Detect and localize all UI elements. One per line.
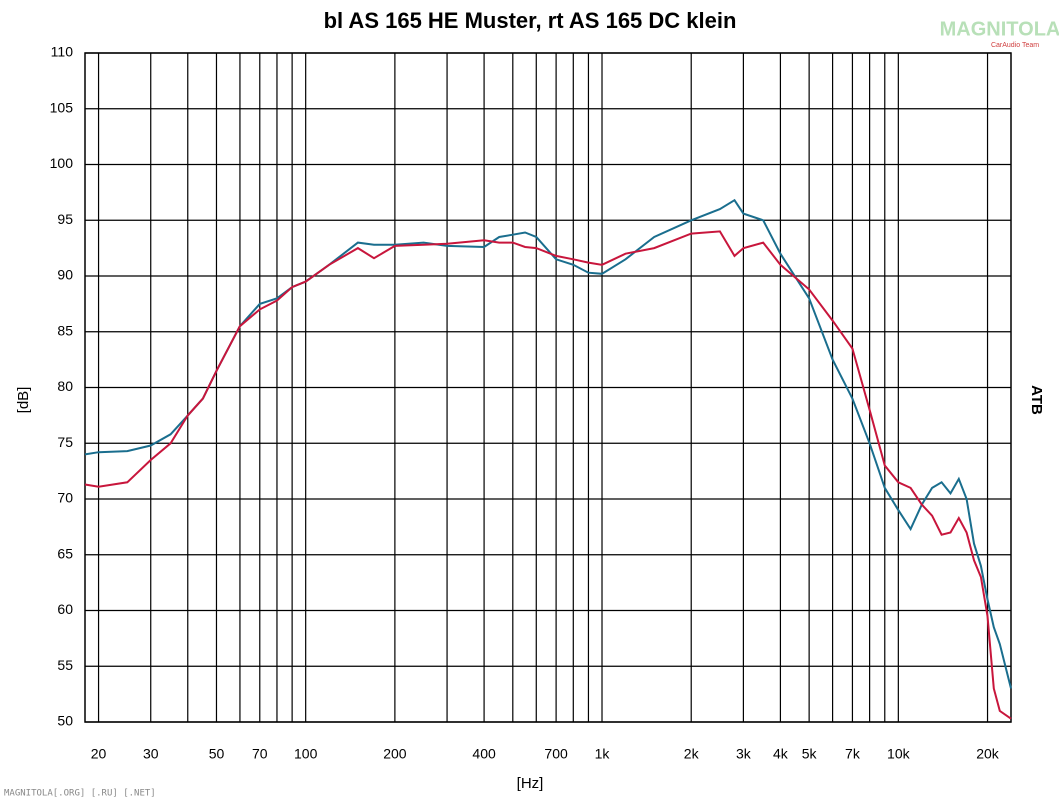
y-tick-label: 105 [50,99,74,115]
y-tick-label: 60 [57,601,73,617]
x-tick-label: 7k [845,746,861,762]
x-tick-label: 5k [802,746,818,762]
watermark-sub: CarAudio Team [991,42,1039,49]
series-line [84,230,1012,720]
y-tick-label: 100 [50,155,74,171]
y-tick-label: 90 [57,267,73,283]
y-tick-label: 50 [57,713,73,729]
y-tick-label: 75 [57,434,73,450]
x-axis-label: [Hz] [517,775,544,792]
x-tick-label: 10k [887,746,911,762]
y-axis-label: [dB] [15,387,32,414]
chart-title: bl AS 165 HE Muster, rt AS 165 DC klein [324,8,737,33]
x-tick-label: 20k [976,746,1000,762]
y-tick-label: 55 [57,657,73,673]
y-tick-label: 70 [57,490,73,506]
x-tick-label: 50 [209,746,225,762]
y-tick-label: 65 [57,545,73,561]
y-tick-label: 85 [57,322,73,338]
y-tick-label: 110 [51,44,74,60]
footer: MAGNITOLA[.ORG] [.RU] [.NET] [4,789,156,799]
y-tick-label: 95 [57,211,73,227]
x-tick-label: 4k [773,746,789,762]
x-tick-label: 3k [736,746,752,762]
x-tick-label: 30 [143,746,159,762]
x-tick-label: 700 [544,746,568,762]
watermark: MAGNITOLA [940,18,1059,40]
x-tick-label: 100 [294,746,318,762]
x-tick-label: 200 [383,746,407,762]
x-tick-label: 400 [472,746,496,762]
x-tick-label: 70 [252,746,268,762]
x-tick-label: 1k [595,746,611,762]
x-tick-label: 20 [91,746,107,762]
series-line [84,198,1012,689]
x-tick-label: 2k [684,746,700,762]
side-label: ATB [1028,385,1045,415]
y-tick-label: 80 [57,378,73,394]
